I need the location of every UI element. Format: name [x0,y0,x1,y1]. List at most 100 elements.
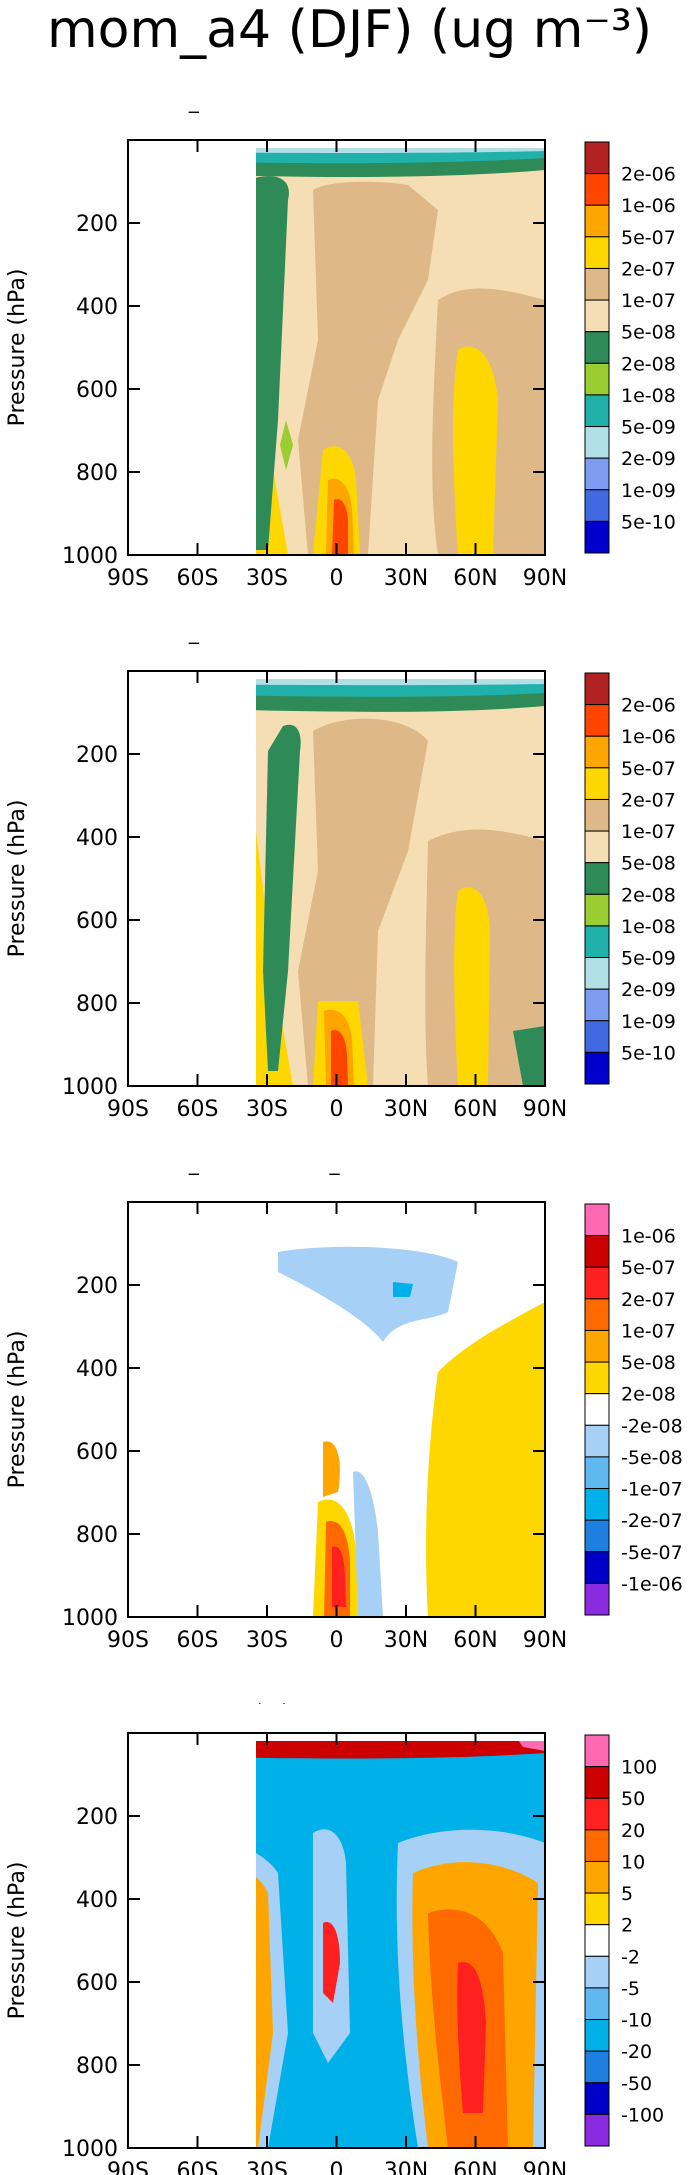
legend-swatch [584,141,610,175]
legend-label: 10 [621,1851,645,1873]
legend-label: -50 [621,2073,652,2095]
x-tick-label: 90N [523,1628,567,1653]
legend-label: 1e-07 [621,1320,676,1342]
x-tick-label: 60S [177,2159,219,2175]
legend-label: -10 [621,2010,652,2032]
legend-label: 1e-06 [621,195,676,217]
legend-swatch [584,362,610,396]
legend-label: -1e-06 [621,1573,683,1595]
legend-label: 5 [621,1883,633,1905]
legend-label: 5e-07 [621,227,676,249]
panel-test: MAM4_TESTmean: 2.45e-0790S60S30S030N60N9… [0,110,699,610]
y-axis-label: Pressure (hPa) [5,1862,30,2020]
legend-swatch [584,893,610,927]
chart-left-title: relative diff. (%) [128,1703,289,1706]
x-tick-label: 60S [177,566,219,591]
legend-swatch [584,1393,610,1426]
y-tick-label: 400 [76,295,118,320]
legend-label: 5e-09 [621,948,676,970]
x-tick-label: 90N [523,2159,567,2175]
y-axis-label: Pressure (hPa) [5,1331,30,1489]
legend-label: 5e-10 [621,511,676,533]
x-tick-label: 0 [330,1097,344,1122]
x-tick-label: 60N [453,2159,497,2175]
legend-label: 5e-08 [621,853,676,875]
legend-swatch [584,1519,610,1553]
legend-swatch [584,1203,610,1237]
chart-right-title: mean: -6.49e-09 [378,1172,545,1175]
legend-swatch [584,394,610,428]
legend-swatch [584,1266,610,1300]
legend-swatch [584,1361,610,1395]
legend-swatch [584,1892,610,1926]
legend-swatch [584,1924,610,1957]
legend-swatch [584,988,610,1022]
y-tick-label: 400 [76,826,118,851]
y-tick-label: 800 [76,461,118,486]
legend-swatch [584,1329,610,1363]
y-tick-label: 200 [76,743,118,768]
legend-label: -5 [621,1978,640,2000]
x-tick-label: 90N [523,566,567,591]
x-tick-label: 30N [384,2159,428,2175]
legend-label: -2e-07 [621,1510,683,1532]
legend-swatch [584,2019,610,2052]
y-tick-label: 1000 [62,544,118,569]
legend-label: 1e-07 [621,821,676,843]
x-tick-label: 90S [107,1097,149,1122]
y-tick-label: 600 [76,1971,118,1996]
legend-label: 2e-07 [621,789,676,811]
contour-field [256,679,545,1086]
legend-swatch [584,489,610,522]
contour-field [256,148,545,555]
legend-swatch [584,1424,610,1458]
legend-label: 50 [621,1788,645,1810]
legend-swatch [584,2050,610,2084]
legend-label: 2e-07 [621,258,676,280]
y-tick-label: 1000 [62,1075,118,1100]
legend-swatch [584,925,610,959]
legend-swatch [584,862,610,895]
legend-swatch [584,1488,610,1521]
legend-label: -2 [621,1946,640,1968]
legend-label: 20 [621,1820,645,1842]
legend-label: 2 [621,1915,633,1937]
legend-label: 5e-08 [621,1352,676,1374]
y-tick-label: 200 [76,1805,118,1830]
legend-swatch [584,173,610,206]
page-title: mom_a4 (DJF) (ug m⁻³) [46,0,652,60]
y-tick-label: 600 [76,909,118,934]
legend-swatch [584,299,610,333]
chart-right-title: mean: 0.64 [431,1703,545,1706]
chart-body: 90S 60S 30S 0 30N 60N 90N 200 400 600 800 1000 Press… [5,1732,664,2175]
legend-label: 1e-07 [621,290,676,312]
legend-swatch [584,1955,610,1989]
y-tick-label: 800 [76,2054,118,2079]
y-tick-label: 400 [76,1888,118,1913]
chart-diff: MAM4_TEST - MAM4_CTRLmean: -6.49e-09 90S 6… [5,1172,683,1653]
x-tick-label: 60S [177,1628,219,1653]
legend-swatch [584,1987,610,2021]
x-tick-label: 0 [330,2159,344,2175]
legend-label: 1e-09 [621,480,676,502]
legend-swatch [584,236,610,269]
x-tick-label: 0 [330,566,344,591]
x-tick-label: 30N [384,1097,428,1122]
legend-swatch [584,1797,610,1831]
legend-label: 2e-07 [621,1289,676,1311]
legend-label: 2e-09 [621,448,676,470]
legend-swatch [584,457,610,491]
x-tick-label: 0 [330,1628,344,1653]
x-tick-label: 30N [384,566,428,591]
y-tick-label: 800 [76,992,118,1017]
x-tick-label: 30S [246,2159,288,2175]
legend-swatch [584,2113,610,2147]
y-tick-label: 800 [76,1523,118,1548]
y-axis-label: Pressure (hPa) [5,269,30,427]
panel-diff: MAM4_TEST - MAM4_CTRLmean: -6.49e-09 90S 6… [0,1172,699,1672]
legend-swatch [584,830,610,864]
legend-label: -2e-08 [621,1415,683,1437]
legend-label: 2e-06 [621,695,676,717]
legend-swatch [584,426,610,459]
legend-swatch [584,1582,610,1616]
